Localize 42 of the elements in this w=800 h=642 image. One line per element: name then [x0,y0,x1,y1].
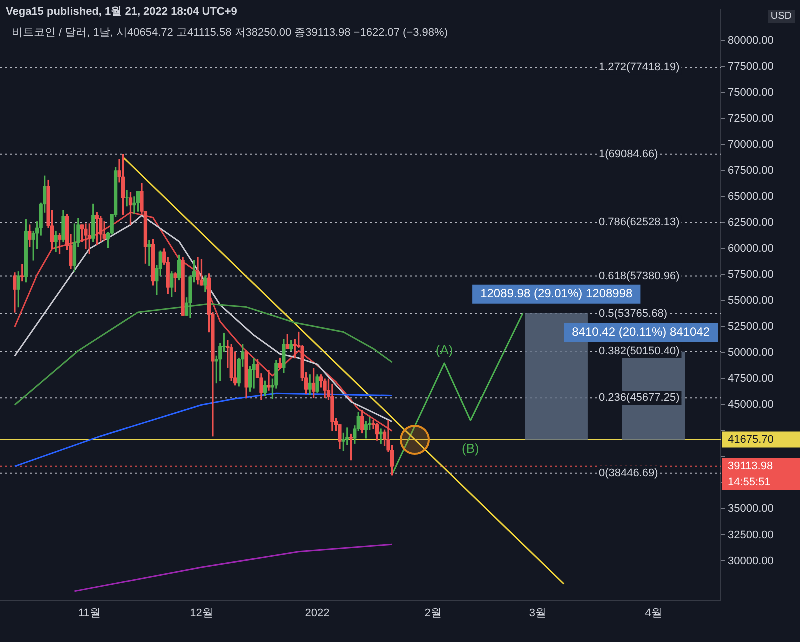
annotation: (B) [462,440,480,456]
x-tick-label: 3월 [529,607,547,620]
y-tick-label: 30000.00 [728,555,774,568]
ref-line-label: 0.236(45677.25) [599,392,680,404]
y-tick-label: 62500.00 [728,217,774,230]
y-tick-label: 70000.00 [728,138,774,151]
ref-line-label: 0.382(50150.40) [599,346,680,358]
y-tick-label: 50000.00 [728,347,774,360]
y-tick-label: 57500.00 [728,269,774,282]
y-tick-label: 32500.00 [728,529,774,542]
ref-line-label: 1.272(77418.19) [599,62,680,74]
y-tick-label: 47500.00 [728,373,774,386]
y-tick-label: 80000.00 [728,34,774,47]
ref-line-label: 0(38446.69) [599,467,658,480]
ref-line-label: 39113.98 [728,460,774,472]
ref-line-label: 0.786(62528.13) [599,216,680,229]
y-tick-label: 65000.00 [728,190,774,203]
x-tick-label: 11월 [78,607,101,620]
annotation: (A) [436,342,454,358]
chart-title: Vega15 published, 1월 21, 2022 18:04 UTC+9 [6,5,238,19]
x-tick-label: 12월 [190,607,214,620]
annotation: 12089.98 (29.01%) 1208998 [480,286,634,301]
text: 비트코인 / 달러, 1날, 시40654.72 고41115.58 저38250.00 종39113.98 −1622.07 (−3.98%) [12,26,448,40]
y-tick-label: 45000.00 [728,399,774,412]
annotation: 8410.42 (20.11%) 841042 [572,324,710,339]
ref-line-label: 1(69084.66) [599,148,658,160]
y-tick-label: 60000.00 [728,243,774,256]
x-tick-label: 2022 [305,607,330,620]
y-tick-label: 77500.00 [728,60,774,73]
x-tick-label: 2월 [424,607,442,620]
text: 14:55:51 [728,476,771,488]
ref-line-label: 0.618(57380.96) [599,270,680,282]
y-tick-label: 35000.00 [728,503,774,516]
x-tick-label: 4월 [645,607,662,620]
ref-line-label: 0.5(53765.68) [599,308,668,320]
y-tick-label: 67500.00 [728,164,774,177]
y-axis-title: USD [768,10,795,23]
y-tick-label: 75000.00 [728,86,774,99]
y-tick-label: 52500.00 [728,321,774,334]
y-tick-label: 55000.00 [728,295,774,308]
ref-line-label: 41675.70 [728,434,774,446]
y-tick-label: 72500.00 [728,112,774,125]
